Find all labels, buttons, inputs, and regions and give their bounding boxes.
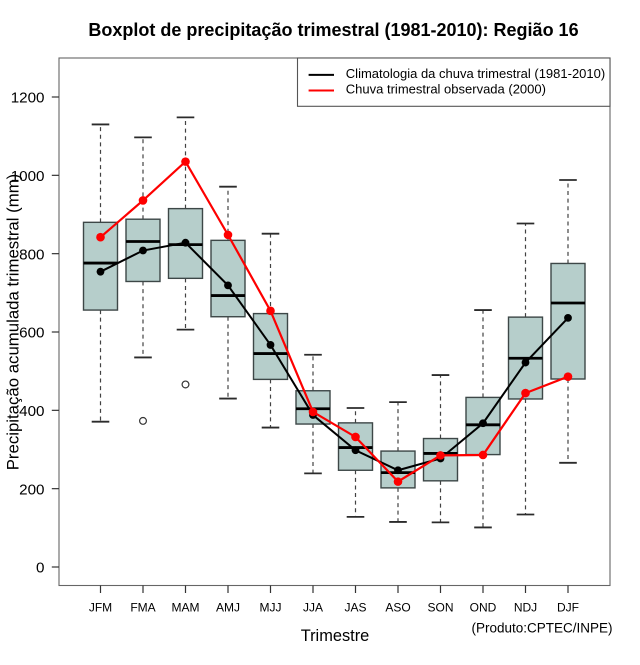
svg-text:OND: OND (470, 601, 497, 615)
svg-text:0: 0 (36, 560, 44, 577)
svg-text:200: 200 (19, 481, 44, 498)
svg-text:Boxplot de precipitação trimes: Boxplot de precipitação trimestral (1981… (88, 20, 578, 40)
svg-text:(Produto:CPTEC/INPE): (Produto:CPTEC/INPE) (471, 621, 612, 636)
svg-text:SON: SON (427, 601, 453, 615)
svg-text:600: 600 (19, 325, 44, 342)
svg-text:400: 400 (19, 403, 44, 420)
svg-text:JAS: JAS (344, 601, 366, 615)
svg-text:NDJ: NDJ (514, 601, 537, 615)
svg-text:AMJ: AMJ (216, 601, 240, 615)
svg-text:ASO: ASO (385, 601, 410, 615)
svg-text:MAM: MAM (172, 601, 200, 615)
svg-text:Trimestre: Trimestre (301, 627, 370, 645)
svg-text:Chuva trimestral observada (20: Chuva trimestral observada (2000) (346, 82, 546, 97)
svg-text:Precipitação acumulada trimest: Precipitação acumulada trimestral (mm) (4, 174, 23, 471)
svg-text:JJA: JJA (303, 601, 323, 615)
svg-text:MJJ: MJJ (260, 601, 282, 615)
svg-text:Climatologia da chuva trimestr: Climatologia da chuva trimestral (1981-2… (346, 66, 605, 81)
svg-text:JFM: JFM (89, 601, 112, 615)
svg-text:1000: 1000 (11, 168, 45, 185)
svg-text:FMA: FMA (130, 601, 155, 615)
svg-text:800: 800 (19, 246, 44, 263)
svg-text:DJF: DJF (557, 601, 579, 615)
svg-text:1200: 1200 (11, 90, 45, 107)
